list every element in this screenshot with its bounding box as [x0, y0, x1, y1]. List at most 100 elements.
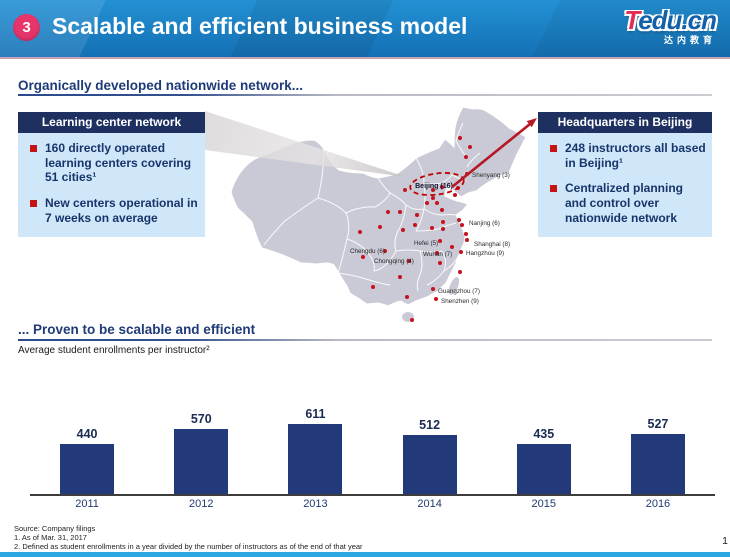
footnote-line: 2. Defined as student enrollments in a y… [14, 541, 363, 551]
city-dot [425, 201, 429, 205]
network-section-heading: Organically developed nationwide network… [18, 78, 304, 93]
city-label: Chengdu (6) [350, 248, 385, 255]
map-band: Beijing (16) Shenyang (3) Nanjing (6) Hefei… [0, 98, 730, 330]
city-dot [440, 185, 444, 189]
left-box-title: Learning center network [18, 112, 205, 133]
x-axis-tick-label: 2012 [189, 498, 214, 510]
city-dot [441, 220, 445, 224]
left-box-body: 160 directly operated learning centers c… [18, 133, 205, 238]
city-dot [398, 275, 402, 279]
city-dot [431, 188, 435, 192]
chart-caption: Average student enrollments per instruct… [18, 345, 210, 356]
city-dot [378, 225, 382, 229]
city-dot [453, 193, 457, 197]
city-dot [458, 136, 462, 140]
city-label: Shanghai (8) [474, 241, 510, 248]
footnote-line: 1. As of Mar. 31, 2017 [14, 532, 87, 542]
bar-group: 527 [601, 417, 715, 494]
city-dot [386, 210, 390, 214]
city-dot [438, 239, 442, 243]
city-label: Beijing (16) [415, 183, 453, 190]
bottom-accent-strip [0, 552, 730, 557]
logo-letter-t: T [624, 5, 639, 35]
city-dot [457, 218, 461, 222]
bar-value-label: 512 [419, 418, 441, 432]
city-dot [464, 155, 468, 159]
city-dot [434, 297, 438, 301]
bar [288, 424, 343, 494]
learning-network-callout-beam [205, 111, 406, 177]
city-labels: Beijing (16) Shenyang (3) Nanjing (6) Hefei… [350, 172, 510, 305]
chart-bars-row: 440 570 611 512 435 527 [30, 398, 715, 494]
hq-arrow [451, 118, 537, 189]
bullet-item: 248 instructors all based in Beijing¹ [544, 141, 706, 170]
city-dot [450, 245, 454, 249]
x-axis-tick-label: 2014 [417, 498, 442, 510]
city-dot [431, 196, 435, 200]
x-axis-tick-label: 2011 [75, 498, 99, 510]
logo-domain-text: edu.cn [638, 5, 717, 35]
right-box-body: 248 instructors all based in Beijing¹ Cen… [538, 133, 712, 238]
x-axis-tick-label: 2013 [303, 498, 328, 510]
bullet-item: New centers operational in 7 weeks on av… [24, 196, 199, 225]
bar [174, 429, 229, 494]
city-dot [440, 208, 444, 212]
right-box-bullet-list: 248 instructors all based in Beijing¹ Cen… [544, 141, 706, 225]
footnote-line: Source: Company filings [14, 524, 96, 533]
x-axis-tick-label: 2015 [531, 498, 557, 510]
footnotes: Source: Company filings 1. As of Mar. 31,… [14, 524, 363, 551]
bar-value-label: 527 [647, 417, 669, 431]
city-dot [371, 285, 375, 289]
city-label: Hefei (5) [414, 240, 438, 247]
city-dot [430, 226, 434, 230]
city-dot [413, 223, 417, 227]
city-dot [438, 261, 442, 265]
chart-years-row: 2011 2012 2013 2014 2015 2016 [30, 496, 715, 510]
bar-group: 440 [30, 427, 144, 494]
proven-heading-rule [18, 339, 712, 341]
bar-group: 435 [487, 427, 601, 494]
company-logo: Tedu.cn 达内教育 [624, 5, 717, 45]
page-number: 1 [722, 535, 728, 547]
bullet-item: Centralized planning and control over na… [544, 181, 706, 225]
chart-x-axis [30, 494, 715, 496]
logo-chinese-subtitle: 达内教育 [663, 35, 716, 45]
proven-section-heading: ... Proven to be scalable and efficient [18, 322, 256, 337]
city-label: Guangzhou (7) [438, 288, 480, 295]
city-dot [405, 295, 409, 299]
city-dot [415, 213, 419, 217]
enrollments-bar-chart: 440 570 611 512 435 527 2011 2012 2013 2014 2015 2… [30, 398, 715, 510]
city-dot [398, 210, 402, 214]
province-borders [263, 122, 481, 292]
city-label: Shenyang (3) [472, 172, 510, 179]
city-label: Hangzhou (9) [466, 250, 504, 257]
taiwan-island [448, 277, 460, 295]
city-dot [460, 223, 464, 227]
bar [60, 444, 115, 494]
city-dot [435, 201, 439, 205]
china-map-graphic: Beijing (16) Shenyang (3) Nanjing (6) Hefei… [205, 106, 537, 322]
city-dot [468, 145, 472, 149]
city-dot [464, 232, 468, 236]
bar-group: 570 [144, 412, 258, 494]
section-number-badge: 3 [13, 14, 40, 41]
city-dot [465, 238, 469, 242]
city-label: Chongqing (4) [374, 258, 414, 265]
headquarters-box: Headquarters in Beijing 248 instructors … [538, 112, 712, 238]
bar [402, 435, 457, 494]
learning-center-network-box: Learning center network 160 directly ope… [18, 112, 205, 238]
bar [516, 444, 571, 494]
bar-group: 611 [258, 407, 372, 494]
city-dot [358, 230, 362, 234]
bar-value-label: 611 [305, 407, 326, 421]
city-dot [383, 249, 387, 253]
bullet-item: 160 directly operated learning centers c… [24, 141, 199, 185]
right-box-title: Headquarters in Beijing [538, 112, 712, 133]
city-label: Wuhan (7) [423, 251, 452, 258]
city-dot [407, 259, 411, 263]
left-box-bullet-list: 160 directly operated learning centers c… [24, 141, 199, 225]
slide-header: 3 Scalable and efficient business model … [0, 0, 730, 59]
city-dot [441, 227, 445, 231]
city-dot [401, 228, 405, 232]
